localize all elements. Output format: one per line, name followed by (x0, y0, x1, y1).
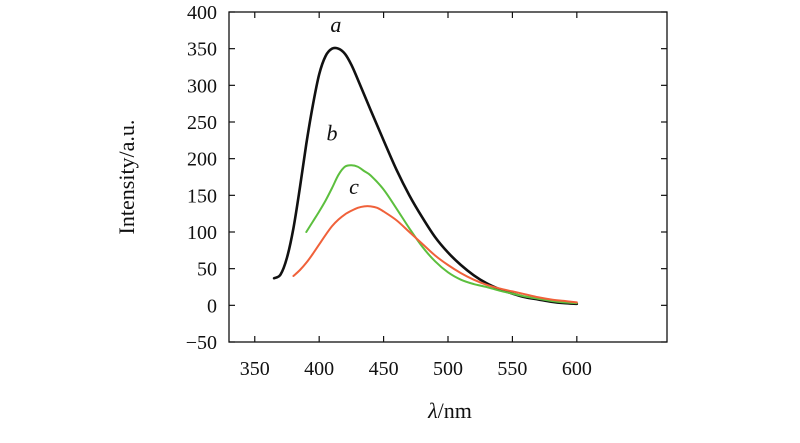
y-tick-label: 250 (187, 112, 217, 134)
y-tick-label: 400 (187, 2, 217, 24)
x-tick-label: 550 (497, 358, 527, 380)
x-tick-label: 350 (240, 358, 270, 380)
y-axis-title: Intensity/a.u. (114, 120, 139, 235)
series-line-b (305, 164, 578, 305)
x-tick-label: 450 (369, 358, 399, 380)
x-tick-label: 400 (304, 358, 334, 380)
x-axis-unit: /nm (438, 398, 472, 423)
series-label-b: b (327, 120, 338, 145)
y-tick-label: −50 (186, 332, 217, 354)
y-tick-label: 200 (187, 149, 217, 171)
plot-frame (228, 11, 668, 343)
x-axis-symbol: λ (427, 398, 438, 423)
y-tick-label: 300 (187, 75, 217, 97)
x-tick-label: 600 (562, 358, 592, 380)
y-tick-label: 350 (187, 39, 217, 61)
series-label-a: a (330, 12, 341, 37)
series-line-c (292, 205, 578, 304)
series-label-c: c (349, 174, 359, 199)
y-tick-label: 100 (187, 222, 217, 244)
y-tick-label: 0 (207, 295, 217, 317)
x-axis-title: λ/nm (427, 398, 472, 423)
y-tick-label: 150 (187, 185, 217, 207)
series-line-a (272, 46, 579, 306)
y-tick-label: 50 (197, 259, 217, 281)
x-tick-label: 500 (433, 358, 463, 380)
